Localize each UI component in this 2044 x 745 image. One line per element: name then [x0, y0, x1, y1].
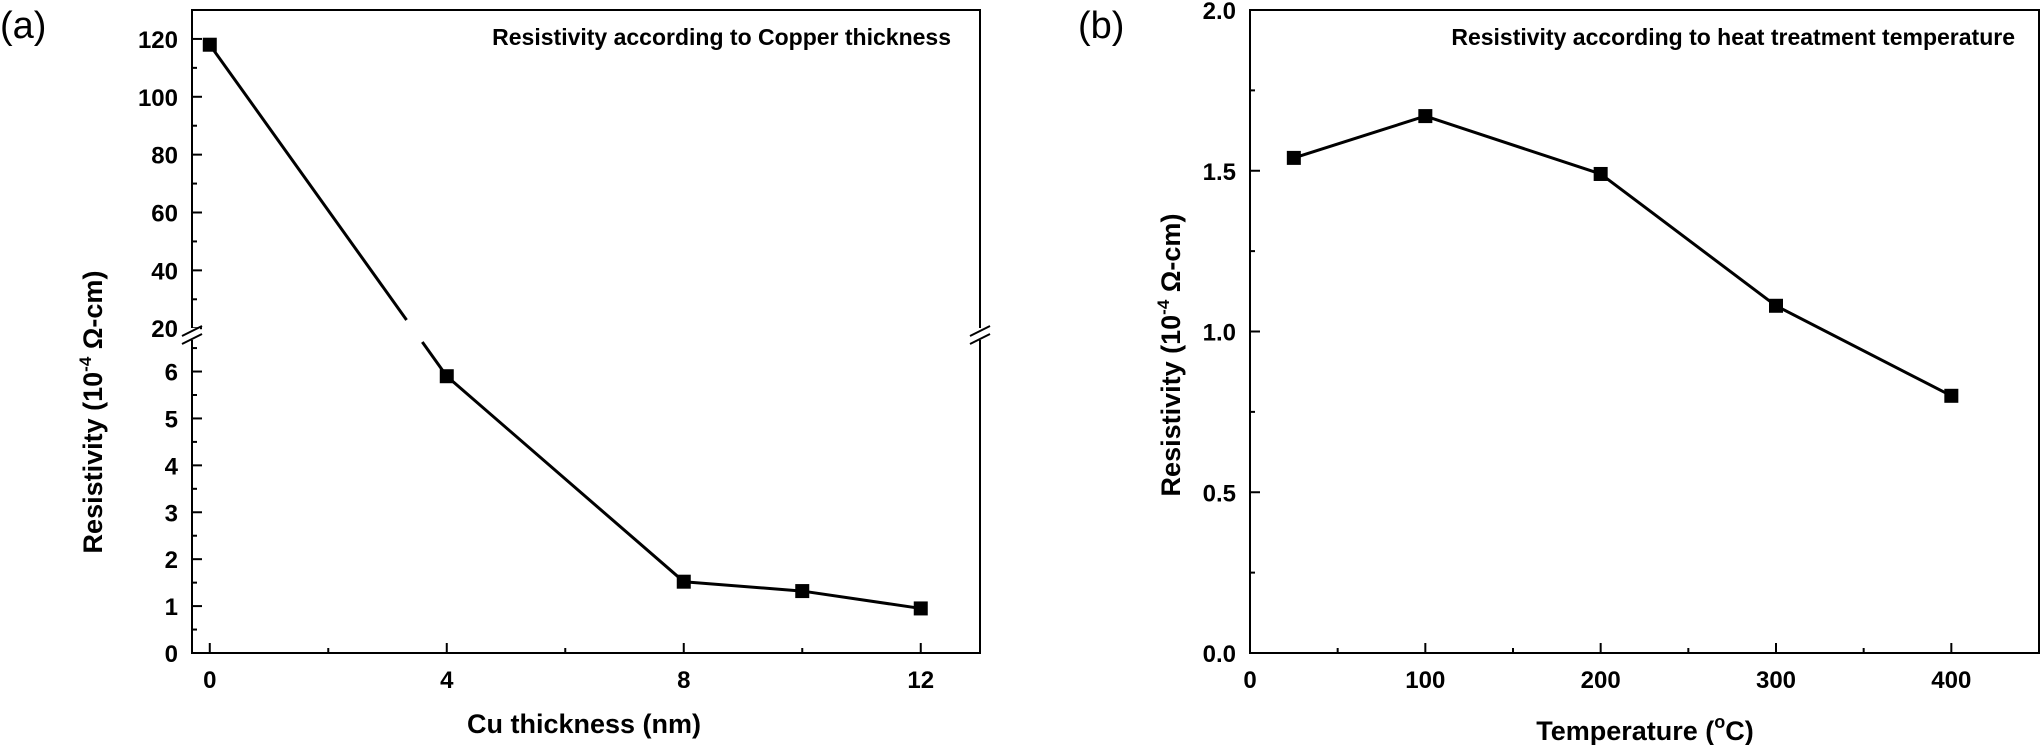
panel-a-right-break-mark — [969, 325, 991, 337]
data-point-marker — [1286, 150, 1301, 165]
y-tick-label: 1.5 — [1203, 159, 1236, 186]
panel-b-y-axis-title: Resistivity (10-4 Ω-cm) — [1154, 214, 1186, 497]
panel-b-chart-title: Resistivity according to heat treatment … — [1451, 24, 2015, 50]
x-tick-label: 8 — [677, 667, 690, 694]
panel-b-plot-frame — [1249, 9, 2040, 654]
y-tick-label: 1.0 — [1203, 320, 1236, 347]
panel-a-label: (a) — [0, 5, 46, 47]
y-tick-label: 2 — [165, 547, 178, 574]
panel-a-y-ticks: 0 1 2 3 4 5 6 20 40 60 80 100 120 — [138, 27, 202, 668]
y-tick-label: 0.0 — [1203, 641, 1236, 668]
x-tick-label: 200 — [1581, 667, 1621, 694]
panel-a-y-axis-title-prefix: Resistivity (10 — [78, 372, 108, 554]
data-point-marker — [913, 601, 928, 616]
panel-a-chart-title: Resistivity according to Copper thicknes… — [492, 24, 951, 50]
panel-a-right-break-mark — [969, 333, 991, 345]
series-line-segment — [1293, 114, 1426, 160]
series-line-segment — [208, 43, 408, 321]
panel-b-x-axis-title-superscript: o — [1714, 712, 1725, 732]
panel-b-y-axis-title-exponent: -4 — [1154, 299, 1173, 315]
panel-a-x-axis-title: Cu thickness (nm) — [467, 709, 701, 739]
y-tick-label: 4 — [165, 453, 179, 480]
panel-b-x-axis-title-suffix: C) — [1725, 716, 1754, 745]
series-line-segment — [1775, 304, 1953, 398]
panel-b-y-axis-title-prefix: Resistivity (10 — [1156, 315, 1186, 497]
data-point-marker — [1593, 166, 1608, 181]
y-tick-label: 2.0 — [1203, 0, 1236, 25]
panel-a-axis-break — [181, 325, 991, 345]
panel-b-series — [1286, 109, 1959, 403]
series-line-segment — [445, 375, 685, 583]
panel-b-x-axis-title: Temperature (oC) — [1536, 712, 1754, 745]
y-tick-label: 6 — [165, 360, 178, 387]
x-tick-label: 400 — [1931, 667, 1971, 694]
data-point-marker — [1769, 298, 1783, 313]
panel-b-y-ticks: 0.0 0.5 1.0 1.5 2.0 — [1203, 0, 1260, 668]
panel-b-label: (b) — [1078, 5, 1124, 47]
data-point-marker — [676, 574, 691, 589]
panel-a-left-break-mark — [181, 325, 203, 337]
data-point-marker — [795, 584, 810, 599]
x-tick-label: 0 — [203, 667, 216, 694]
x-tick-label: 0 — [1243, 667, 1256, 694]
y-tick-label: 100 — [138, 85, 178, 112]
panel-b-x-ticks: 0 100 200 300 400 — [1243, 643, 1971, 694]
y-tick-label: 120 — [138, 27, 178, 54]
series-line-segment — [1424, 114, 1602, 176]
data-point-marker — [1418, 109, 1433, 124]
series-line-segment — [683, 580, 803, 593]
panel-a-x-ticks: 0 4 8 12 — [203, 643, 934, 694]
y-tick-label: 20 — [151, 316, 178, 343]
y-tick-label: 40 — [151, 258, 178, 285]
data-point-marker — [202, 37, 217, 52]
panel-b-x-axis-title-prefix: Temperature ( — [1536, 716, 1714, 745]
y-tick-label: 3 — [165, 500, 178, 527]
panel-a-y-axis-title: Resistivity (10-4 Ω-cm) — [76, 271, 108, 554]
y-tick-label: 1 — [165, 594, 178, 621]
y-tick-label: 80 — [151, 143, 178, 170]
data-point-marker — [439, 369, 454, 384]
panel-a-series — [202, 37, 928, 616]
panel-a-y-axis-title-suffix: Ω-cm) — [78, 271, 108, 357]
x-tick-label: 12 — [907, 667, 934, 694]
y-tick-label: 0 — [165, 641, 178, 668]
y-tick-label: 60 — [151, 201, 178, 228]
y-tick-label: 5 — [165, 406, 178, 433]
panel-a-plot-frame — [191, 9, 981, 654]
panel-b-y-axis-title-suffix: Ω-cm) — [1156, 214, 1186, 300]
panel-b: (b) Resistivity according to heat treatm… — [1078, 0, 2040, 745]
data-point-marker — [1944, 388, 1959, 403]
panel-a-left-break-mark — [181, 333, 203, 345]
y-tick-label: 0.5 — [1203, 480, 1236, 507]
x-tick-label: 300 — [1756, 667, 1796, 694]
x-tick-label: 4 — [440, 667, 454, 694]
series-line-segment — [802, 589, 921, 610]
panel-a: (a) Resistivity according to Copper thic… — [0, 5, 991, 739]
x-tick-label: 100 — [1405, 667, 1445, 694]
series-line-segment — [1599, 172, 1777, 307]
panel-a-y-axis-title-exponent: -4 — [76, 356, 95, 372]
